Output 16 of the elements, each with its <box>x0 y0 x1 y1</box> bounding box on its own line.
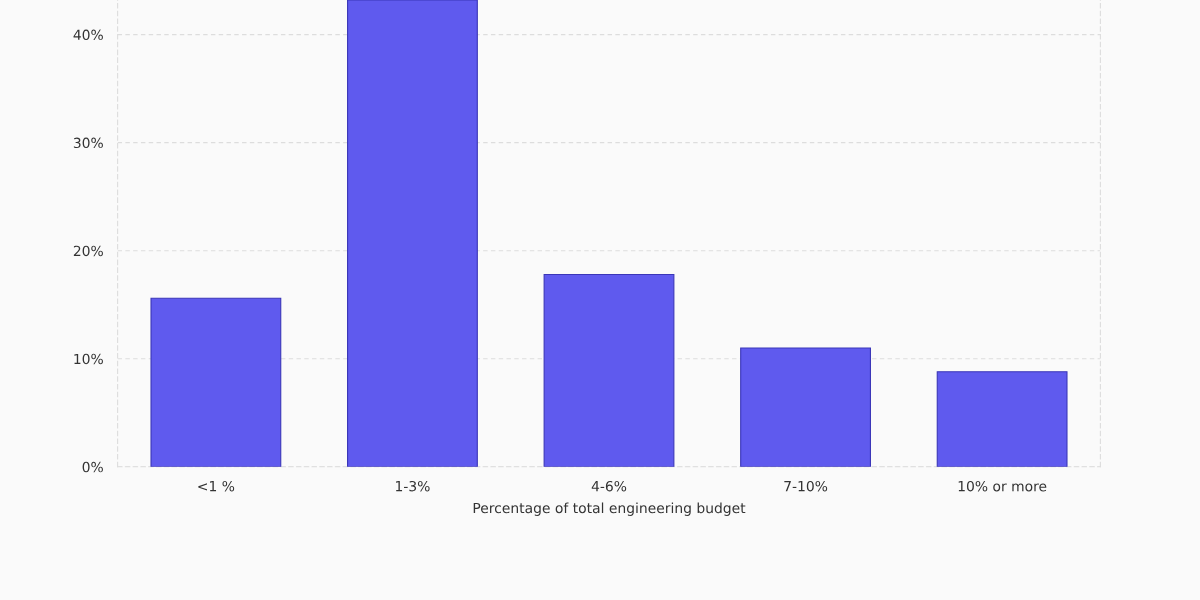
bar <box>740 347 871 467</box>
bar <box>543 273 675 467</box>
bar <box>347 0 478 467</box>
bar <box>936 371 1068 467</box>
x-tick-label: 4-6% <box>591 480 627 492</box>
x-tick-label: 10% or more <box>958 480 1047 492</box>
x-tick-label: 1-3% <box>396 480 430 492</box>
y-tick-label: 10% <box>74 353 103 365</box>
x-tick-label: 7-10% <box>784 480 828 492</box>
y-tick-label: 40% <box>73 29 103 41</box>
y-tick-label: 30% <box>73 137 103 149</box>
x-tick-label: <1 % <box>198 480 235 492</box>
y-tick-label: 0% <box>82 461 103 473</box>
x-axis-title: Percentage of total engineering budget <box>473 502 746 516</box>
bar <box>150 297 282 467</box>
y-tick-label: 20% <box>73 245 103 257</box>
